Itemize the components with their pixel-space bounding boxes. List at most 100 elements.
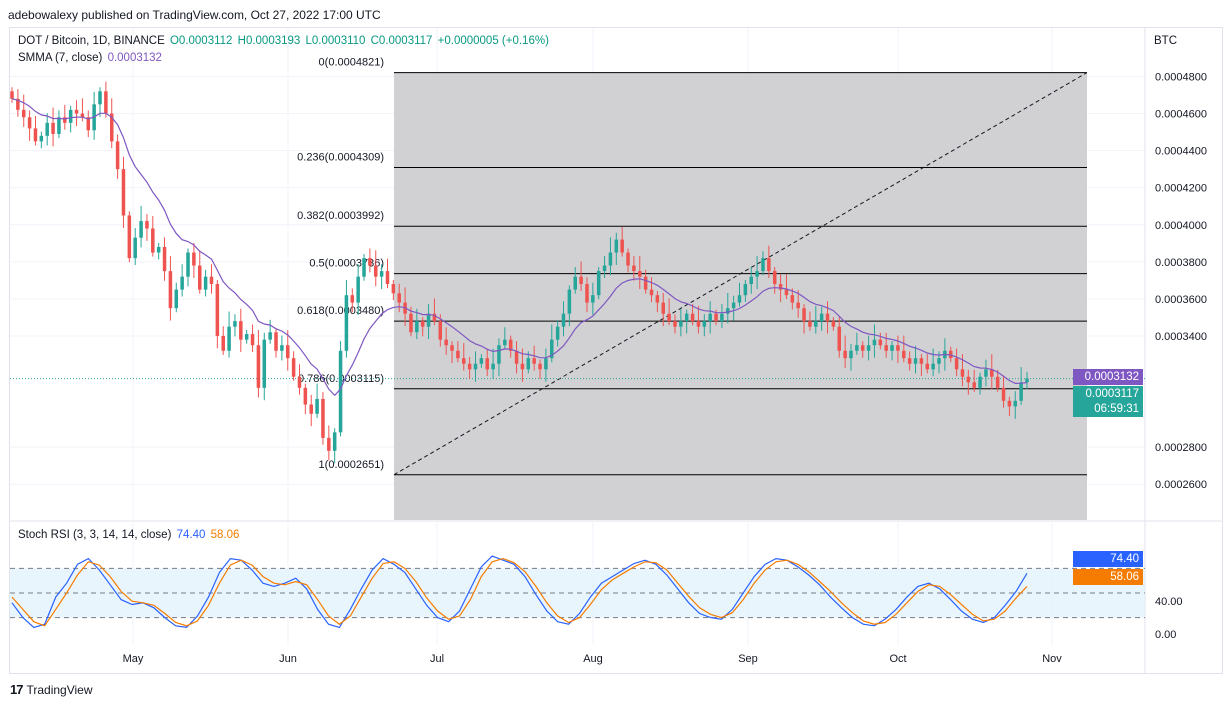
candle-body (1007, 400, 1012, 407)
candle-body (849, 350, 853, 359)
candle-body (109, 113, 114, 142)
candle-body (626, 252, 630, 266)
x-tick-label: Sep (738, 653, 758, 665)
candle-body (544, 358, 548, 370)
candle-body (438, 321, 443, 340)
candle-body (86, 117, 91, 131)
candle-body (192, 252, 196, 266)
symbol-name[interactable]: DOT / Bitcoin, 1D, BINANCE (18, 35, 165, 47)
candle-body (221, 335, 225, 351)
tradingview-brand[interactable]: 17 TradingView (10, 682, 93, 697)
y-tick-label: 0.0003600 (1155, 294, 1207, 306)
candle-body (749, 276, 754, 285)
candle-body (538, 363, 542, 370)
symbol-header: DOT / Bitcoin, 1D, BINANCE O0.0003112 H0… (18, 35, 551, 47)
smma-label: SMMA (7, close) (18, 52, 103, 64)
candle-body (591, 295, 595, 303)
brand-label: TradingView (26, 682, 93, 697)
candle-body (731, 302, 736, 309)
candle-body (479, 358, 484, 364)
candle-body (655, 295, 660, 303)
candle-body (309, 404, 313, 414)
smma-price-tag: 0.0003132 (1073, 369, 1143, 385)
candle-body (1013, 400, 1018, 407)
y-tick-label: 0.0004200 (1155, 183, 1207, 195)
candle-body (720, 313, 724, 322)
candle-body (356, 276, 360, 303)
candle-body (409, 313, 413, 333)
candle-body (673, 321, 677, 327)
candle-body (197, 265, 202, 290)
candle-body (10, 91, 14, 99)
ohlc-close: C0.0003117 (370, 35, 433, 47)
candle-body (602, 265, 607, 272)
currency-label: BTC (1154, 35, 1177, 47)
fib-level-label: 1(0.0002651) (319, 459, 384, 471)
candle-body (338, 350, 343, 433)
candle-body (332, 432, 337, 451)
candle-body (638, 271, 642, 277)
candle-body (937, 358, 941, 364)
candle-body (890, 345, 894, 351)
candle-body (860, 345, 865, 351)
candle-body (825, 313, 830, 322)
candle-body (280, 345, 284, 351)
candle-body (385, 271, 390, 285)
candle-body (755, 271, 759, 277)
candle-body (814, 321, 818, 327)
smma-legend[interactable]: SMMA (7, close) 0.0003132 (18, 52, 164, 64)
candle-body (63, 117, 67, 123)
candle-body (555, 326, 560, 340)
candle-body (708, 313, 712, 322)
candle-body (679, 321, 683, 327)
y-tick-label: 0.0004800 (1155, 72, 1207, 84)
countdown-tag: 06:59:31 (1073, 401, 1143, 417)
candle-body (643, 276, 648, 290)
candle-body (995, 376, 1000, 388)
y-tick-label: 0.0002600 (1155, 479, 1207, 491)
candle-body (80, 113, 85, 118)
candle-body (1001, 387, 1006, 401)
candle-body (896, 345, 900, 351)
candle-body (98, 91, 102, 105)
candle-body (726, 308, 730, 314)
tradingview-logo-icon: 17 (10, 682, 24, 697)
candle-body (526, 358, 531, 370)
candle-body (27, 117, 32, 129)
candle-body (239, 321, 243, 340)
fib-level-label: 0.382(0.0003992) (297, 210, 384, 222)
candle-body (145, 221, 149, 229)
candle-body (420, 321, 425, 327)
candle-body (45, 122, 49, 136)
stoch-k-line (11, 555, 1028, 629)
candle-body (74, 109, 79, 114)
stoch-d-tag: 58.06 (1073, 569, 1143, 585)
fib-level-label: 0(0.0004821) (319, 57, 384, 69)
candle-body (444, 339, 448, 346)
publisher-info: adebowalexy published on TradingView.com… (8, 8, 381, 22)
candle-body (397, 293, 401, 303)
candle-body (57, 117, 61, 134)
chart-frame (9, 27, 1223, 674)
candle-body (215, 284, 220, 336)
candle-body (362, 258, 366, 277)
candle-body (497, 345, 501, 364)
stoch-legend[interactable]: Stoch RSI (3, 3, 14, 14, close) 74.40 58… (18, 529, 241, 541)
candle-body (913, 358, 918, 364)
candle-body (180, 276, 184, 290)
candle-body (808, 321, 812, 327)
candle-body (690, 313, 695, 322)
candle-body (567, 289, 572, 314)
candle-body (503, 339, 507, 346)
candle-body (16, 98, 20, 110)
candle-body (772, 271, 777, 285)
candle-body (620, 239, 624, 253)
candle-body (456, 350, 460, 359)
candle-body (608, 252, 613, 266)
candle-body (491, 363, 495, 370)
y-tick-label: 0.0004600 (1155, 109, 1207, 121)
candle-body (743, 284, 748, 296)
candle-body (579, 276, 583, 285)
candle-body (872, 339, 877, 346)
